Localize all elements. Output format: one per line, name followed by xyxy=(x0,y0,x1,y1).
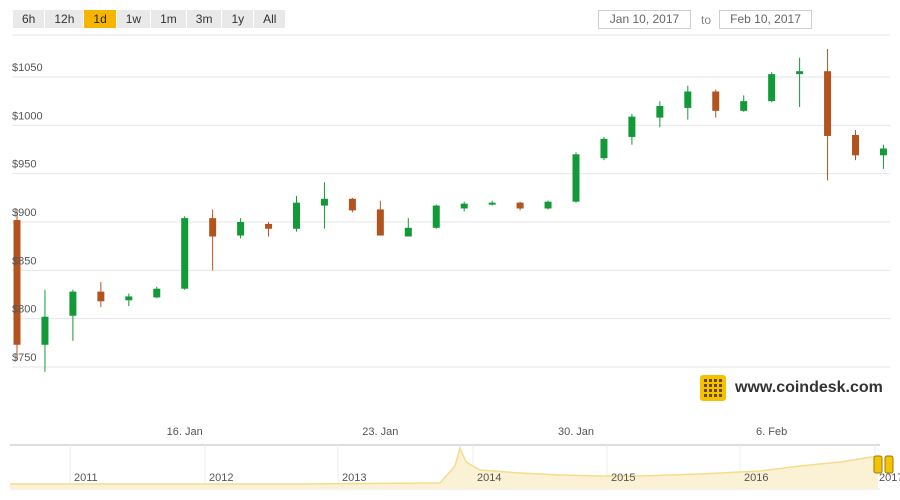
candle-body xyxy=(628,116,636,137)
range-button-1y[interactable]: 1y xyxy=(222,10,254,28)
navigator-year-label: 2014 xyxy=(477,472,501,484)
navigator-year-label: 2012 xyxy=(209,472,233,484)
x-tick-label: 6. Feb xyxy=(756,426,787,438)
range-button-1d[interactable]: 1d xyxy=(84,10,116,28)
candle-body xyxy=(97,291,105,302)
candle-body xyxy=(879,148,887,156)
candle-body xyxy=(544,201,552,209)
x-tick-label: 23. Jan xyxy=(362,426,398,438)
range-button-6h[interactable]: 6h xyxy=(13,10,45,28)
navigator-year-label: 2013 xyxy=(342,472,366,484)
navigator-year-label: 2016 xyxy=(744,472,768,484)
date-range: Jan 10, 2017 to Feb 10, 2017 xyxy=(598,10,813,29)
navigator-handle[interactable] xyxy=(873,455,883,474)
coindesk-logo-icon xyxy=(700,375,726,401)
navigator-year-label: 2011 xyxy=(74,472,98,484)
candle-body xyxy=(69,291,77,316)
candle-body xyxy=(600,138,608,159)
range-button-12h[interactable]: 12h xyxy=(45,10,84,28)
candle-body xyxy=(712,91,720,111)
y-tick-label: $850 xyxy=(12,255,36,267)
navigator-series xyxy=(10,445,879,485)
candle-body xyxy=(740,101,748,111)
candle-body xyxy=(153,288,161,298)
range-button-3m[interactable]: 3m xyxy=(186,10,222,28)
navigator-handle[interactable] xyxy=(884,455,894,474)
y-tick-label: $1000 xyxy=(12,110,43,122)
candle-body xyxy=(209,218,217,237)
candle-body xyxy=(684,91,692,108)
candle-body xyxy=(41,316,49,345)
date-from-input[interactable]: Jan 10, 2017 xyxy=(598,10,691,29)
range-button-all[interactable]: All xyxy=(254,10,286,28)
candle-body xyxy=(320,198,328,206)
candle-body xyxy=(488,202,496,205)
candle-body xyxy=(404,227,412,237)
navigator-year-label: 2017 xyxy=(879,472,900,484)
y-tick-label: $750 xyxy=(12,352,36,364)
navigator-area xyxy=(10,448,878,489)
candle-body xyxy=(516,202,524,209)
date-to-input[interactable]: Feb 10, 2017 xyxy=(719,10,813,29)
candle-body xyxy=(572,154,580,202)
candle-body xyxy=(460,203,468,209)
candle-body xyxy=(237,222,245,236)
candle-body xyxy=(852,135,859,156)
brand-url: www.coindesk.com xyxy=(735,379,883,396)
candle-body xyxy=(432,205,440,228)
x-tick-label: 16. Jan xyxy=(167,426,203,438)
y-tick-label: $800 xyxy=(12,304,36,316)
candle-body xyxy=(181,218,189,289)
candle-body xyxy=(768,74,776,102)
range-button-1w[interactable]: 1w xyxy=(116,10,151,28)
candle-body xyxy=(376,209,384,236)
candle-body xyxy=(13,220,21,345)
candle-body xyxy=(656,106,664,118)
candle-body xyxy=(824,71,832,136)
candle-body xyxy=(265,223,273,229)
date-range-separator: to xyxy=(701,12,712,27)
x-tick-label: 30. Jan xyxy=(558,426,594,438)
y-tick-label: $950 xyxy=(12,159,36,171)
coindesk-brand: www.coindesk.com xyxy=(700,375,883,401)
candle-body xyxy=(293,202,300,229)
candle-body xyxy=(796,71,804,75)
y-tick-label: $1050 xyxy=(12,62,43,74)
range-button-1m[interactable]: 1m xyxy=(151,10,186,28)
candle-body xyxy=(125,296,133,301)
y-tick-label: $900 xyxy=(12,207,36,219)
candle-body xyxy=(348,198,356,211)
range-selector: 6h 12h 1d 1w 1m 3m 1y All xyxy=(13,10,286,28)
navigator-year-label: 2015 xyxy=(611,472,635,484)
